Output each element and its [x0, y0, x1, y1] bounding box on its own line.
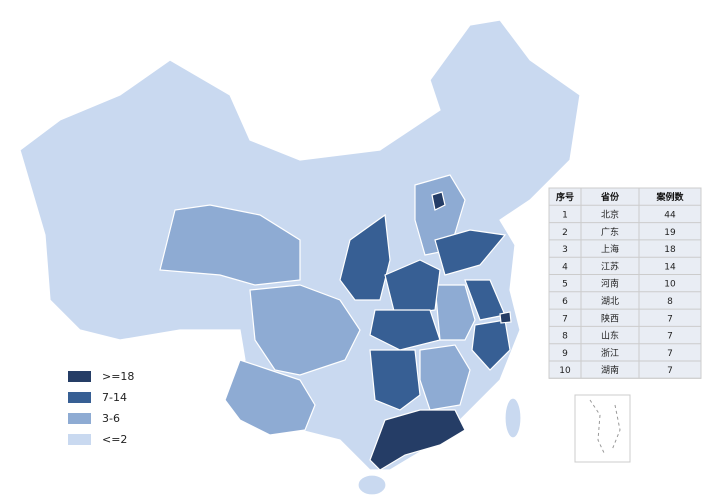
- region-qinghai: [159, 204, 301, 286]
- table-cell: 山东: [601, 330, 619, 342]
- table-cell: 10: [559, 366, 571, 376]
- table-cell: 10: [664, 280, 676, 290]
- table-header: 序号: [556, 191, 574, 203]
- table-cell: 7: [667, 314, 673, 324]
- table-cell: 江苏: [601, 260, 619, 272]
- region-guangdong: [369, 409, 466, 471]
- legend-label: >=18: [102, 370, 134, 383]
- table-cell: 7: [667, 332, 673, 342]
- south-sea-inset: [574, 394, 631, 463]
- legend: >=18 7-14 3-6 <=2: [68, 370, 134, 446]
- region-taiwan: [504, 397, 522, 439]
- table-cell: 7: [667, 349, 673, 359]
- region-shaanxi: [339, 213, 391, 301]
- inset-line: [589, 399, 621, 456]
- region-jiangxi: [419, 344, 471, 411]
- region-henan: [384, 259, 441, 316]
- data-table: 序号 省份 案例数 1 北京 44 2 广东 19 3 上海 18 4 江苏 14 5 河南 10 6 湖北 8 7 陕西 7…: [548, 187, 702, 379]
- table-cell: 3: [562, 245, 568, 255]
- table-cell: 1: [562, 210, 568, 220]
- legend-swatch: [68, 371, 91, 382]
- table-cell: 湖南: [601, 364, 619, 376]
- region-hainan: [357, 474, 387, 496]
- table-cell: 湖北: [601, 296, 619, 307]
- inset-frame: [574, 394, 631, 463]
- table-cell: 18: [664, 245, 676, 255]
- region-hunan: [369, 349, 421, 411]
- table-cell: 9: [562, 349, 568, 359]
- region-anhui: [434, 284, 476, 341]
- region-zhejiang: [471, 319, 511, 371]
- legend-label: <=2: [102, 433, 127, 446]
- legend-label: 3-6: [102, 412, 120, 425]
- table-cell: 5: [562, 280, 568, 290]
- legend-swatch: [68, 392, 91, 403]
- table-cell: 陕西: [601, 312, 619, 324]
- table-header: 省份: [600, 191, 620, 203]
- table-cell: 上海: [601, 243, 619, 255]
- region-sichuan: [249, 284, 361, 376]
- china-map: [19, 19, 581, 496]
- region-yunnan: [224, 359, 316, 436]
- table-cell: 广东: [601, 226, 619, 238]
- table-cell: 8: [667, 297, 673, 307]
- region-shandong: [434, 229, 507, 276]
- legend-swatch: [68, 413, 91, 424]
- table-cell: 6: [562, 297, 568, 307]
- table-cell: 4: [562, 262, 568, 272]
- region-shanghai: [499, 311, 512, 324]
- table-header: 案例数: [655, 191, 684, 203]
- table-cell: 浙江: [601, 347, 619, 359]
- legend-label: 7-14: [102, 391, 127, 404]
- table-cell: 19: [664, 228, 676, 238]
- table-cell: 44: [664, 210, 676, 220]
- table-bg: [548, 187, 702, 379]
- table-cell: 北京: [601, 208, 619, 220]
- table-cell: 8: [562, 332, 568, 342]
- region-hubei: [369, 309, 441, 351]
- table-cell: 2: [562, 228, 568, 238]
- region-beijing: [431, 191, 446, 211]
- table-cell: 7: [667, 366, 673, 376]
- table-cell: 14: [664, 262, 676, 272]
- legend-swatch: [68, 434, 91, 445]
- table-cell: 河南: [601, 278, 619, 290]
- table-cell: 7: [562, 314, 568, 324]
